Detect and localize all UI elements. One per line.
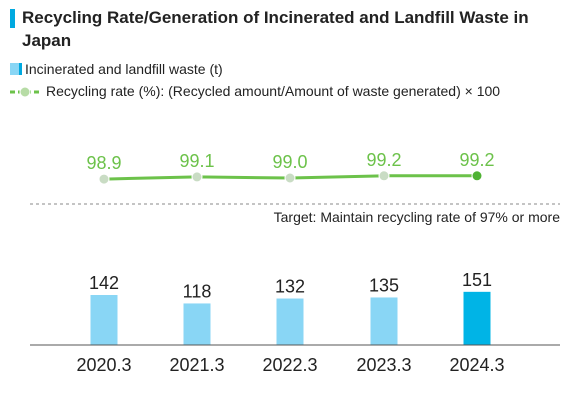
x-tick-label: 2024.3 [449, 355, 504, 375]
x-tick-label: 2023.3 [356, 355, 411, 375]
bar-value-label: 118 [183, 281, 212, 301]
legend: Incinerated and landfill waste (t) Recyc… [10, 58, 500, 102]
line-point-2023.3 [378, 170, 390, 182]
bar-value-label: 142 [89, 273, 119, 293]
x-axis-ticks: 2020.3 2021.3 2022.3 2023.3 2024.3 [76, 355, 504, 375]
line-value-label: 99.0 [272, 152, 307, 172]
legend-label-bar: Incinerated and landfill waste (t) [25, 61, 223, 77]
bar-value-label: 132 [275, 277, 305, 297]
line-value-label: 98.9 [86, 153, 121, 173]
legend-item-line: Recycling rate (%): (Recycled amount/Amo… [10, 80, 500, 102]
bar-value-label: 151 [462, 270, 492, 290]
bar-2022.3 [276, 298, 304, 345]
target-annotation: Target: Maintain recycling rate of 97% o… [274, 209, 561, 225]
chart-title: Recycling Rate/Generation of Incinerated… [22, 8, 529, 50]
legend-label-line: Recycling rate (%): (Recycled amount/Amo… [46, 83, 501, 99]
x-tick-label: 2022.3 [262, 355, 317, 375]
bar-series-layer: 142 118 132 135 151 [89, 270, 492, 345]
chart-title-block: Recycling Rate/Generation of Incinerated… [10, 6, 560, 52]
bar-2024.3 [463, 291, 491, 345]
line-value-label: 99.1 [179, 151, 214, 171]
bar-2020.3 [90, 295, 118, 345]
line-point-2022.3 [284, 172, 296, 184]
bar-2023.3 [370, 297, 398, 345]
line-series-layer: 98.9 99.1 99.0 99.2 99.2 [86, 150, 495, 185]
bar-swatch-icon [10, 63, 22, 75]
line-point-2020.3 [98, 173, 110, 185]
legend-item-bar: Incinerated and landfill waste (t) [10, 58, 500, 80]
line-point-2024.3 [471, 170, 483, 182]
x-tick-label: 2020.3 [76, 355, 131, 375]
bar-value-label: 135 [369, 275, 399, 295]
bar-2021.3 [183, 303, 211, 345]
x-tick-label: 2021.3 [169, 355, 224, 375]
title-accent-bar [10, 9, 15, 28]
line-value-label: 99.2 [459, 150, 494, 170]
line-point-2021.3 [191, 171, 203, 183]
line-value-label: 99.2 [366, 150, 401, 170]
line-marker-swatch-icon [10, 85, 40, 98]
